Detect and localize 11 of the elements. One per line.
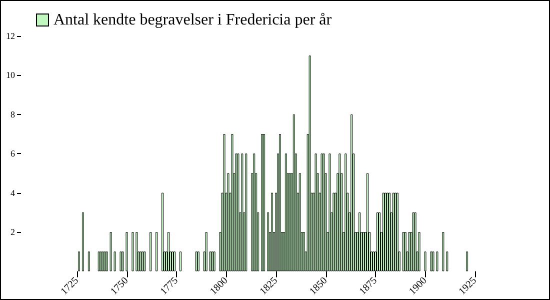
y-tick-label: 6 bbox=[10, 148, 16, 159]
x-tick-label: 1900 bbox=[407, 275, 430, 298]
y-tick-label: 4 bbox=[10, 188, 16, 198]
legend-label: Antal kendte begravelser i Fredericia per år bbox=[54, 12, 332, 28]
x-tick-label: 1850 bbox=[308, 275, 330, 298]
x-tick-label: 1750 bbox=[108, 275, 131, 298]
y-tick-label: 2 bbox=[10, 227, 15, 237]
y-tick-label: 8 bbox=[10, 109, 16, 120]
x-tick-label: 1800 bbox=[208, 275, 230, 298]
y-tick-label: 10 bbox=[6, 70, 16, 80]
y-tick-label: 12 bbox=[6, 31, 15, 41]
